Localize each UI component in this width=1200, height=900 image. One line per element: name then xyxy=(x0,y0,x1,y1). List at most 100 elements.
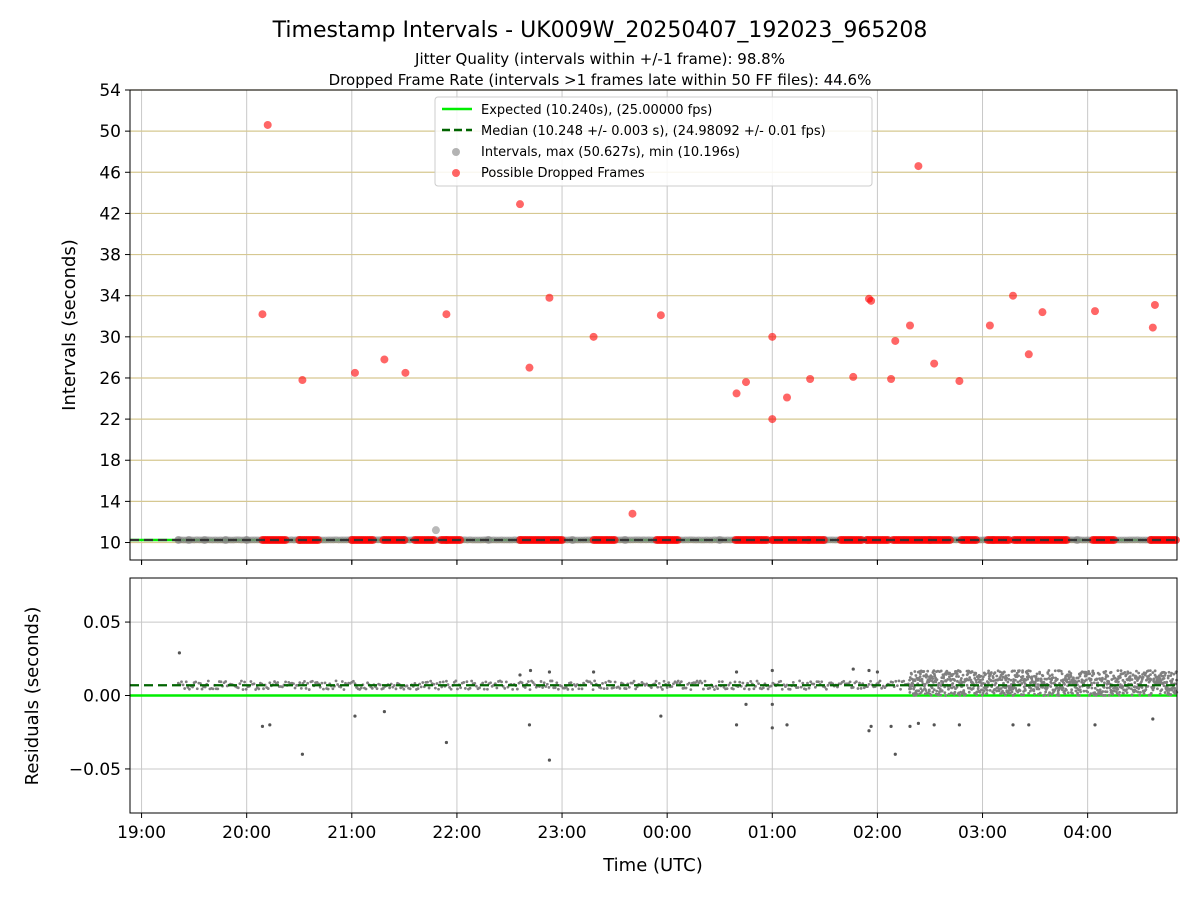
residual-point xyxy=(974,671,978,675)
residual-point xyxy=(780,687,784,691)
residual-point xyxy=(807,686,811,690)
residual-point xyxy=(913,679,917,683)
residual-point xyxy=(919,672,922,676)
residual-point xyxy=(914,674,918,677)
x-tick-label: 03:00 xyxy=(958,823,1007,843)
residual-point xyxy=(1105,690,1109,694)
residual-point xyxy=(923,683,927,686)
residual-point xyxy=(1074,689,1078,693)
residual-point xyxy=(375,687,379,691)
residual-point xyxy=(553,686,557,690)
residual-point xyxy=(1169,693,1173,696)
residual-point xyxy=(979,680,982,684)
residual-point xyxy=(937,681,941,685)
residual-point xyxy=(967,690,971,694)
residual-point xyxy=(1088,672,1092,676)
residual-point xyxy=(979,674,983,678)
residual-point xyxy=(1153,669,1157,673)
residual-point xyxy=(1107,693,1111,697)
residual-point xyxy=(1167,670,1171,674)
residual-point xyxy=(1103,677,1107,681)
residual-point xyxy=(1165,686,1169,690)
residual-point xyxy=(992,691,996,695)
residual-point xyxy=(717,680,721,684)
top-y-tick-label: 14 xyxy=(99,492,121,512)
residual-point xyxy=(433,686,437,690)
residual-point xyxy=(427,686,431,690)
residual-point xyxy=(580,687,584,691)
residual-point xyxy=(1015,671,1019,675)
residual-point xyxy=(918,675,922,679)
bottom-panel: −0.05 0.00 0.05 19:00 20:00 21:00 22:00 23:00 0… xyxy=(22,560,1179,876)
residual-point xyxy=(1109,670,1113,674)
residual-point xyxy=(782,683,786,687)
residual-point xyxy=(894,679,898,683)
residual-point xyxy=(1087,686,1091,689)
residual-point xyxy=(958,693,962,697)
residual-point xyxy=(806,681,809,685)
residual-point xyxy=(320,681,324,685)
residual-point xyxy=(728,681,732,685)
residual-point xyxy=(1042,680,1046,684)
residual-point xyxy=(252,682,256,686)
residual-point xyxy=(1063,692,1067,696)
residual-point xyxy=(755,679,759,683)
residual-point xyxy=(716,687,720,691)
dropped-point xyxy=(589,332,598,341)
dropped-point xyxy=(1062,536,1071,545)
residual-point xyxy=(445,679,448,683)
residual-point xyxy=(432,682,436,686)
residual-point xyxy=(528,668,533,673)
residual-point xyxy=(1049,685,1053,688)
residual-point xyxy=(1011,723,1015,727)
residual-point xyxy=(569,681,573,685)
residual-point xyxy=(1013,669,1016,673)
residual-point xyxy=(697,681,701,685)
residual-point xyxy=(564,685,568,689)
residual-point xyxy=(1034,676,1038,680)
residual-point xyxy=(1065,680,1069,684)
residual-point xyxy=(1072,676,1075,680)
residual-point xyxy=(473,681,477,685)
residual-point xyxy=(720,680,724,684)
residual-point xyxy=(195,687,199,691)
residual-point xyxy=(1098,673,1101,676)
residual-point xyxy=(927,689,931,693)
residual-point xyxy=(1140,686,1144,689)
residual-point xyxy=(1086,690,1090,694)
residual-point xyxy=(1076,691,1079,695)
residual-point xyxy=(426,680,429,684)
residual-point xyxy=(1046,672,1050,675)
residual-point xyxy=(951,682,955,685)
residual-point xyxy=(951,672,955,676)
residual-point xyxy=(662,679,666,683)
residual-point xyxy=(1171,677,1175,681)
residual-point xyxy=(656,685,660,689)
residual-point xyxy=(1170,671,1173,675)
residual-point xyxy=(381,686,385,690)
residual-point xyxy=(1122,691,1125,695)
residual-point xyxy=(1118,690,1121,694)
residual-point xyxy=(851,667,855,671)
residual-point xyxy=(1011,693,1015,697)
top-y-tick-label: 50 xyxy=(99,122,121,142)
residual-point xyxy=(985,689,989,692)
residual-point xyxy=(1116,687,1120,691)
residual-point xyxy=(266,687,270,690)
residual-point xyxy=(947,692,951,696)
residual-point xyxy=(1016,680,1020,684)
interval-point xyxy=(431,526,440,535)
residual-point xyxy=(609,680,612,684)
residual-point xyxy=(593,679,597,683)
residual-point xyxy=(1022,693,1026,697)
dropped-point xyxy=(1024,350,1033,359)
residual-point xyxy=(992,679,995,683)
residual-point xyxy=(1157,674,1161,678)
dropped-point xyxy=(985,321,994,330)
residual-point xyxy=(979,684,983,687)
residual-point xyxy=(965,683,969,687)
dropped-point xyxy=(783,393,792,402)
residual-point xyxy=(392,683,396,687)
residual-point xyxy=(303,680,306,683)
residual-point xyxy=(875,670,880,674)
